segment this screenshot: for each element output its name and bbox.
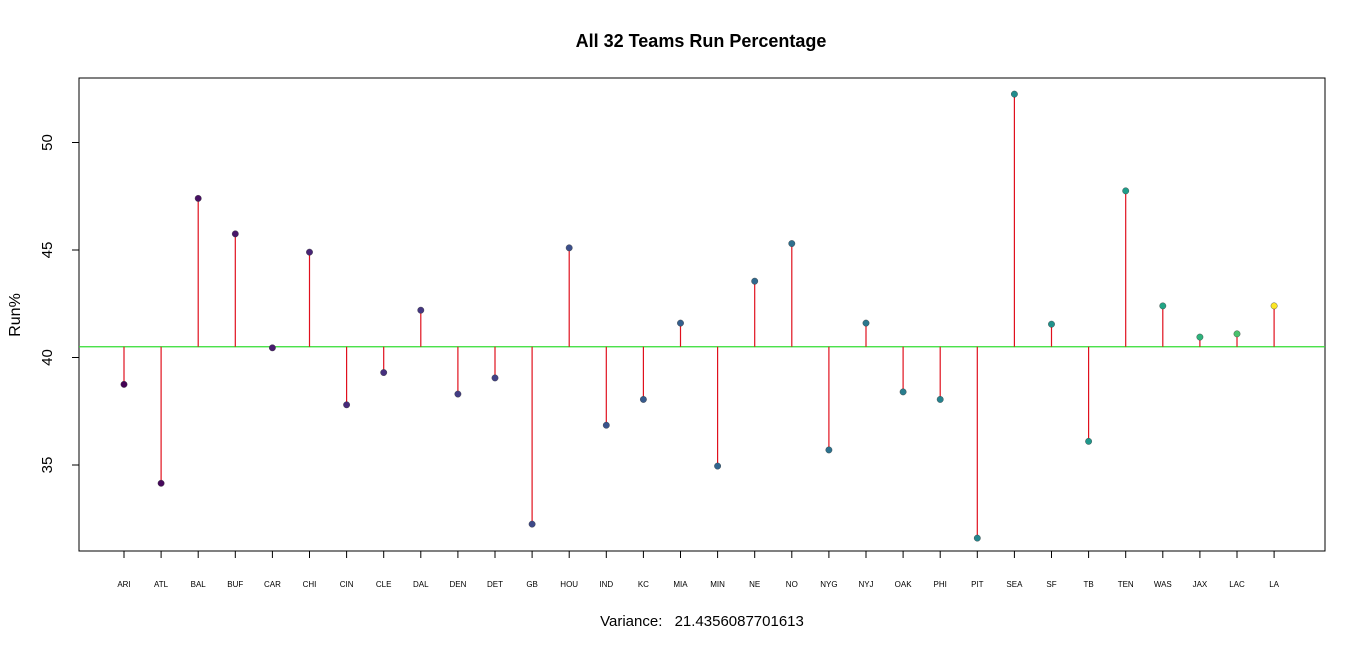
- point-jax: [1196, 333, 1204, 341]
- x-tick-label: ATL: [154, 580, 169, 589]
- stems: [123, 94, 1275, 539]
- point-sf: [1048, 320, 1055, 328]
- point-lac: [1233, 330, 1241, 338]
- point-cin: [343, 401, 350, 409]
- point-la: [1270, 302, 1278, 310]
- variance-prefix: Variance:: [600, 613, 662, 630]
- point-nyj: [862, 319, 870, 327]
- x-tick-label: HOU: [560, 580, 578, 589]
- point-oak: [899, 388, 907, 396]
- x-tick-label: JAX: [1193, 580, 1208, 589]
- point-min: [714, 462, 721, 470]
- point-sea: [1011, 90, 1018, 98]
- point-dal: [417, 306, 425, 314]
- x-tick-label: DEN: [449, 580, 466, 589]
- x-tick-label: PHI: [934, 580, 947, 589]
- y-axis-label: Run%: [7, 293, 24, 337]
- point-pit: [973, 534, 981, 542]
- plot-frame: [78, 77, 1326, 552]
- x-tick-label: DET: [487, 580, 503, 589]
- x-tick-label: PIT: [971, 580, 984, 589]
- point-ari: [120, 380, 128, 388]
- x-tick-label: BAL: [191, 580, 207, 589]
- point-was: [1159, 302, 1167, 310]
- x-tick-label: ARI: [117, 580, 130, 589]
- point-det: [491, 374, 499, 382]
- x-tick-label: IND: [599, 580, 613, 589]
- variance-value: 21.4356087701613: [675, 613, 804, 630]
- x-tick-label: SEA: [1006, 580, 1023, 589]
- x-tick-label: GB: [526, 580, 538, 589]
- y-tick-label: 35: [39, 457, 56, 474]
- y-tick-label: 45: [39, 242, 56, 259]
- x-tick-label: NE: [749, 580, 760, 589]
- y-axis: 35 40 45 50: [39, 134, 79, 473]
- point-gb: [528, 520, 536, 528]
- x-tick-label: DAL: [413, 580, 429, 589]
- points: [120, 90, 1278, 542]
- point-ten: [1122, 187, 1130, 195]
- x-tick-label: NYG: [820, 580, 837, 589]
- point-den: [454, 390, 462, 398]
- x-axis: ARI ATL BAL BUF CAR CHI CIN CLE DAL DEN DET GB HOU IN…: [117, 551, 1280, 589]
- point-chi: [306, 248, 313, 256]
- point-cle: [380, 369, 388, 376]
- x-tick-label: TB: [1083, 580, 1093, 589]
- x-tick-label: CHI: [303, 580, 317, 589]
- point-buf: [231, 230, 239, 238]
- point-ne: [751, 277, 759, 285]
- point-phi: [936, 396, 944, 403]
- x-axis-label: Variance: 21.4356087701613: [600, 613, 804, 630]
- y-tick-label: 40: [39, 349, 56, 366]
- point-tb: [1085, 437, 1093, 445]
- x-tick-label: MIN: [710, 580, 725, 589]
- x-tick-label: LA: [1269, 580, 1279, 589]
- x-tick-label: LAC: [1229, 580, 1245, 589]
- x-tick-label: NYJ: [858, 580, 873, 589]
- x-tick-label: KC: [638, 580, 649, 589]
- chart-title: All 32 Teams Run Percentage: [576, 31, 827, 51]
- x-tick-label: NO: [786, 580, 798, 589]
- x-tick-label: SF: [1046, 580, 1056, 589]
- x-tick-label: BUF: [227, 580, 243, 589]
- y-tick-label: 50: [39, 134, 56, 151]
- x-tick-label: OAK: [895, 580, 913, 589]
- point-mia: [677, 319, 684, 327]
- x-tick-label: TEN: [1118, 580, 1134, 589]
- point-hou: [565, 244, 573, 252]
- x-tick-label: WAS: [1154, 580, 1172, 589]
- x-tick-label: MIA: [673, 580, 688, 589]
- x-tick-label: CAR: [264, 580, 281, 589]
- point-atl: [157, 479, 165, 487]
- x-tick-label: CIN: [340, 580, 354, 589]
- x-tick-label: CLE: [376, 580, 392, 589]
- point-nyg: [825, 446, 833, 454]
- point-kc: [640, 396, 647, 403]
- point-no: [788, 240, 796, 247]
- point-bal: [194, 194, 202, 202]
- point-ind: [602, 421, 610, 429]
- point-car: [268, 344, 276, 352]
